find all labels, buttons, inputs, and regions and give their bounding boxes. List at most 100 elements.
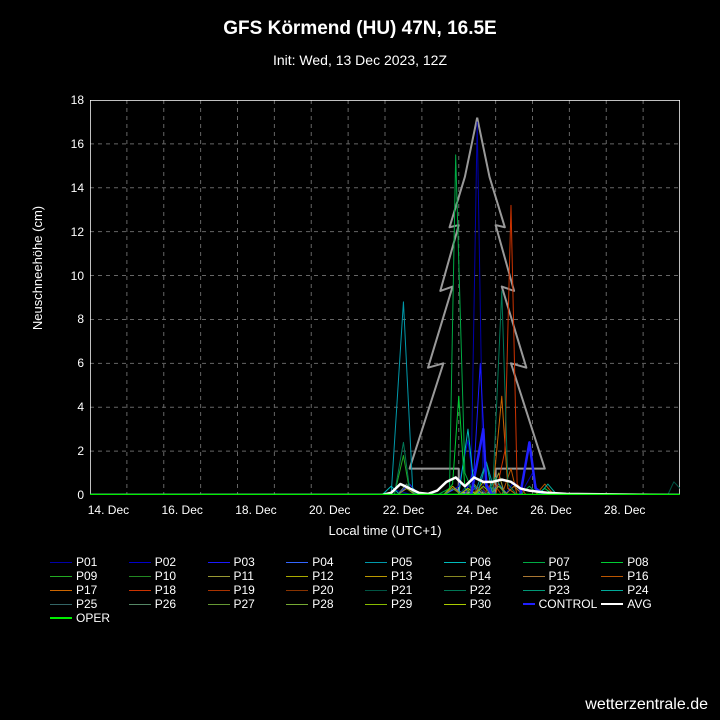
legend-swatch [286, 562, 308, 563]
legend-label: P21 [391, 583, 412, 597]
legend-item: P27 [208, 597, 283, 611]
legend-swatch [601, 603, 623, 605]
legend-swatch [523, 603, 535, 605]
legend-swatch [523, 590, 545, 591]
x-tick: 24. Dec [457, 503, 498, 517]
legend-swatch [365, 562, 387, 563]
legend-item: P03 [208, 555, 283, 569]
plot-svg [90, 100, 680, 495]
legend-item: P29 [365, 597, 440, 611]
watermark: wetterzentrale.de [585, 696, 708, 714]
legend-swatch [444, 604, 466, 605]
legend-swatch [129, 604, 151, 605]
legend-label: P29 [391, 597, 412, 611]
legend-label: P17 [76, 583, 97, 597]
y-tick: 10 [54, 269, 84, 283]
legend-item: P10 [129, 569, 204, 583]
legend-label: P16 [627, 569, 648, 583]
legend-label: P20 [312, 583, 333, 597]
y-tick: 12 [54, 225, 84, 239]
x-tick: 28. Dec [604, 503, 645, 517]
legend-item: P04 [286, 555, 361, 569]
legend-item: P30 [444, 597, 519, 611]
legend-swatch [208, 590, 230, 591]
legend-label: P28 [312, 597, 333, 611]
legend-item: P12 [286, 569, 361, 583]
legend-swatch [601, 576, 623, 577]
chart-container: { "title": "GFS Körmend (HU) 47N, 16.5E"… [0, 0, 720, 720]
legend-swatch [50, 576, 72, 577]
legend-label: OPER [76, 611, 110, 625]
legend-label: P27 [234, 597, 255, 611]
legend-item: P08 [601, 555, 676, 569]
legend-swatch [601, 562, 623, 563]
chart-title: GFS Körmend (HU) 47N, 16.5E [0, 18, 720, 40]
legend-item: P14 [444, 569, 519, 583]
legend-swatch [50, 604, 72, 605]
legend-label: P15 [549, 569, 570, 583]
legend-item: P02 [129, 555, 204, 569]
legend-item: OPER [50, 611, 676, 625]
legend-swatch [129, 576, 151, 577]
y-tick: 0 [54, 488, 84, 502]
legend-label: P12 [312, 569, 333, 583]
legend-item: P25 [50, 597, 125, 611]
legend-item: P06 [444, 555, 519, 569]
legend-label: P22 [470, 583, 491, 597]
x-tick: 14. Dec [88, 503, 129, 517]
legend-label: P23 [549, 583, 570, 597]
legend-swatch [208, 562, 230, 563]
legend-item: P15 [523, 569, 598, 583]
legend-label: P08 [627, 555, 648, 569]
legend-swatch [365, 576, 387, 577]
legend-label: P09 [76, 569, 97, 583]
legend-swatch [50, 590, 72, 591]
legend-item: P26 [129, 597, 204, 611]
legend-label: P06 [470, 555, 491, 569]
x-tick: 16. Dec [162, 503, 203, 517]
legend-item: P07 [523, 555, 598, 569]
legend-swatch [444, 590, 466, 591]
legend-label: P03 [234, 555, 255, 569]
legend-item: P11 [208, 569, 283, 583]
y-tick: 4 [54, 400, 84, 414]
legend-swatch [208, 576, 230, 577]
y-tick: 18 [54, 93, 84, 107]
legend-item: P17 [50, 583, 125, 597]
chart-subtitle: Init: Wed, 13 Dec 2023, 12Z [0, 52, 720, 68]
x-tick: 22. Dec [383, 503, 424, 517]
legend-item: P18 [129, 583, 204, 597]
legend-swatch [365, 604, 387, 605]
legend-swatch [208, 604, 230, 605]
legend-label: P01 [76, 555, 97, 569]
legend-swatch [286, 590, 308, 591]
legend-swatch [129, 562, 151, 563]
legend-label: CONTROL [539, 597, 598, 611]
legend-swatch [365, 590, 387, 591]
legend-label: P19 [234, 583, 255, 597]
legend-label: P02 [155, 555, 176, 569]
legend-swatch [50, 617, 72, 619]
y-axis-label: Neuschneehöhe (cm) [30, 168, 45, 368]
legend-item: P28 [286, 597, 361, 611]
legend-swatch [444, 562, 466, 563]
plot-area [90, 100, 680, 495]
y-tick: 14 [54, 181, 84, 195]
legend-item: P05 [365, 555, 440, 569]
legend-label: P14 [470, 569, 491, 583]
legend-item: P19 [208, 583, 283, 597]
legend-label: AVG [627, 597, 651, 611]
legend-label: P24 [627, 583, 648, 597]
y-tick: 6 [54, 356, 84, 370]
legend-label: P04 [312, 555, 333, 569]
legend-swatch [286, 576, 308, 577]
legend-item: CONTROL [523, 597, 598, 611]
legend-item: P22 [444, 583, 519, 597]
legend: P01P02P03P04P05P06P07P08P09P10P11P12P13P… [50, 555, 680, 625]
legend-item: P13 [365, 569, 440, 583]
x-tick: 26. Dec [530, 503, 571, 517]
x-axis-label: Local time (UTC+1) [90, 523, 680, 538]
y-tick: 8 [54, 312, 84, 326]
legend-item: P24 [601, 583, 676, 597]
legend-label: P13 [391, 569, 412, 583]
